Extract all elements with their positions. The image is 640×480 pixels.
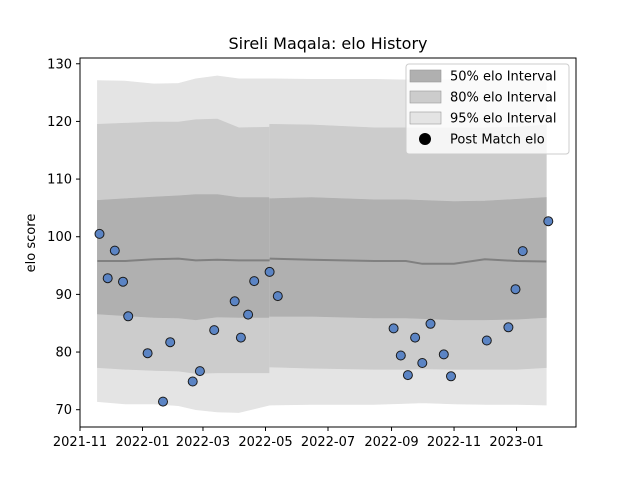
data-point — [402, 370, 413, 381]
x-tick-label: 2022-11 — [427, 435, 481, 450]
data-point — [543, 216, 554, 227]
mean-line-after — [269, 257, 547, 265]
data-point — [425, 318, 436, 329]
y-tick-label: 80 — [55, 346, 72, 361]
data-point — [109, 245, 120, 256]
data-point — [503, 322, 514, 333]
band50-area-before — [97, 194, 270, 321]
legend-label: 95% elo Interval — [450, 112, 557, 127]
data-point — [243, 309, 254, 320]
legend-label: 80% elo Interval — [450, 91, 557, 106]
data-point — [209, 325, 220, 336]
data-point — [123, 311, 134, 322]
band50-area-after — [269, 197, 547, 321]
chart-title: Sireli Maqala: elo History — [228, 34, 427, 53]
interval-bands — [97, 75, 547, 413]
data-point — [446, 371, 456, 382]
data-point — [158, 396, 168, 407]
legend-marker-point — [419, 133, 431, 145]
post-match-points — [94, 216, 554, 407]
data-point — [438, 349, 449, 360]
x-tick-label: 2021-11 — [53, 435, 107, 450]
y-tick-label: 90 — [55, 288, 72, 303]
y-axis: 70 80 90 100 110 120 130 — [47, 57, 80, 418]
data-point — [264, 266, 275, 277]
y-tick-label: 110 — [47, 173, 72, 188]
data-point — [395, 350, 406, 361]
data-point — [194, 366, 205, 377]
x-tick-label: 2022-03 — [176, 435, 230, 450]
legend: 50% elo Interval 80% elo Interval 95% elo … — [405, 63, 570, 155]
data-point — [118, 276, 128, 287]
data-point — [272, 291, 283, 302]
data-point — [229, 296, 240, 307]
y-tick-label: 120 — [47, 115, 72, 130]
legend-label: 50% elo Interval — [450, 70, 557, 85]
data-point — [142, 348, 153, 359]
y-axis-label: elo score — [24, 214, 39, 273]
x-tick-label: 2022-05 — [238, 435, 292, 450]
x-tick-label: 2023-01 — [489, 435, 543, 450]
y-tick-label: 100 — [47, 230, 72, 245]
data-point — [517, 246, 528, 257]
data-point — [94, 228, 105, 239]
legend-label: Post Match elo — [450, 133, 545, 148]
legend-swatch-band80 — [409, 90, 442, 104]
data-point — [235, 332, 246, 343]
data-point — [417, 358, 428, 368]
x-tick-label: 2022-09 — [364, 435, 418, 450]
data-point — [249, 276, 260, 287]
legend-box — [405, 63, 570, 155]
data-point — [187, 376, 198, 387]
data-point — [388, 323, 399, 334]
x-tick-label: 2022-07 — [301, 435, 355, 450]
data-point — [481, 335, 492, 346]
data-point — [510, 284, 521, 295]
legend-swatch-band95 — [409, 111, 442, 125]
y-tick-label: 70 — [55, 403, 72, 418]
data-point — [102, 273, 113, 284]
mean-line-before — [97, 257, 270, 262]
mean-lines — [97, 257, 547, 265]
legend-swatch-band50 — [409, 69, 442, 83]
data-point — [165, 337, 176, 348]
x-axis: 2021-11 2022-01 2022-03 2022-05 2022-07 2022-… — [53, 427, 544, 450]
x-tick-label: 2022-01 — [115, 435, 169, 450]
y-tick-label: 130 — [47, 57, 72, 72]
data-point — [410, 332, 421, 343]
